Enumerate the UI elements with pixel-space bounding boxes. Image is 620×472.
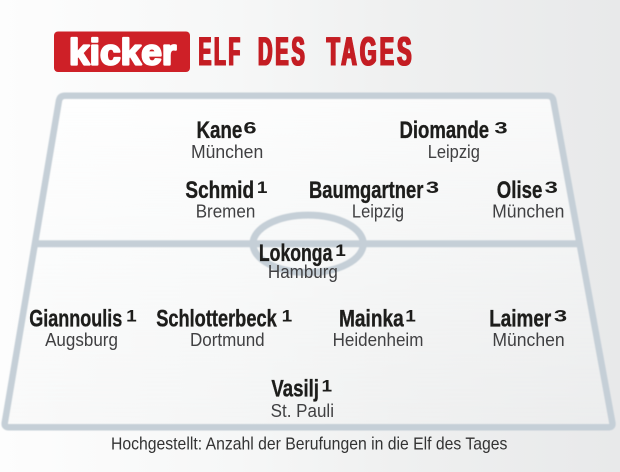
svg-text:Heidenheim: Heidenheim [333,329,424,350]
svg-text:Leipzig: Leipzig [352,201,404,222]
svg-text:kicker: kicker [69,32,176,73]
svg-text:Mainka: Mainka [339,304,405,332]
svg-text:3: 3 [426,178,439,197]
svg-text:TAGES: TAGES [327,29,415,74]
svg-text:Diomande: Diomande [400,117,490,144]
svg-text:1: 1 [335,241,346,260]
svg-text:München: München [191,141,263,162]
svg-text:ELF: ELF [198,29,242,74]
svg-text:Laimer: Laimer [489,304,552,332]
svg-text:1: 1 [322,377,333,396]
svg-text:TAGES: TAGES [326,29,414,74]
svg-text:6: 6 [243,119,256,138]
svg-text:ELF: ELF [199,29,243,74]
svg-text:3: 3 [554,307,567,326]
svg-text:DES: DES [259,28,309,74]
svg-text:Hamburg: Hamburg [268,261,338,282]
svg-text:1: 1 [282,307,293,326]
svg-text:Olise: Olise [497,177,543,204]
svg-text:Vasilj: Vasilj [271,375,319,402]
svg-text:Bremen: Bremen [196,201,256,222]
svg-text:3: 3 [494,119,507,138]
svg-text:Baumgartner: Baumgartner [309,177,423,204]
svg-text:1: 1 [126,307,137,326]
svg-text:München: München [492,329,564,350]
svg-text:Leipzig: Leipzig [428,141,480,162]
svg-text:Giannoulis: Giannoulis [29,306,122,332]
svg-text:3: 3 [545,178,558,197]
svg-text:München: München [492,201,564,222]
svg-text:DES: DES [258,28,308,74]
svg-text:Dortmund: Dortmund [190,329,265,350]
svg-text:Kane: Kane [197,117,243,144]
svg-text:Schmid: Schmid [185,176,254,204]
svg-text:1: 1 [405,307,416,326]
svg-text:Hochgestellt: Anzahl der Beruf: Hochgestellt: Anzahl der Berufungen in d… [111,434,507,454]
svg-text:Augsburg: Augsburg [45,329,118,350]
svg-text:Lokonga: Lokonga [259,240,333,266]
svg-text:1: 1 [257,178,268,197]
svg-text:Schlotterbeck: Schlotterbeck [156,305,277,332]
svg-text:St. Pauli: St. Pauli [271,400,334,421]
